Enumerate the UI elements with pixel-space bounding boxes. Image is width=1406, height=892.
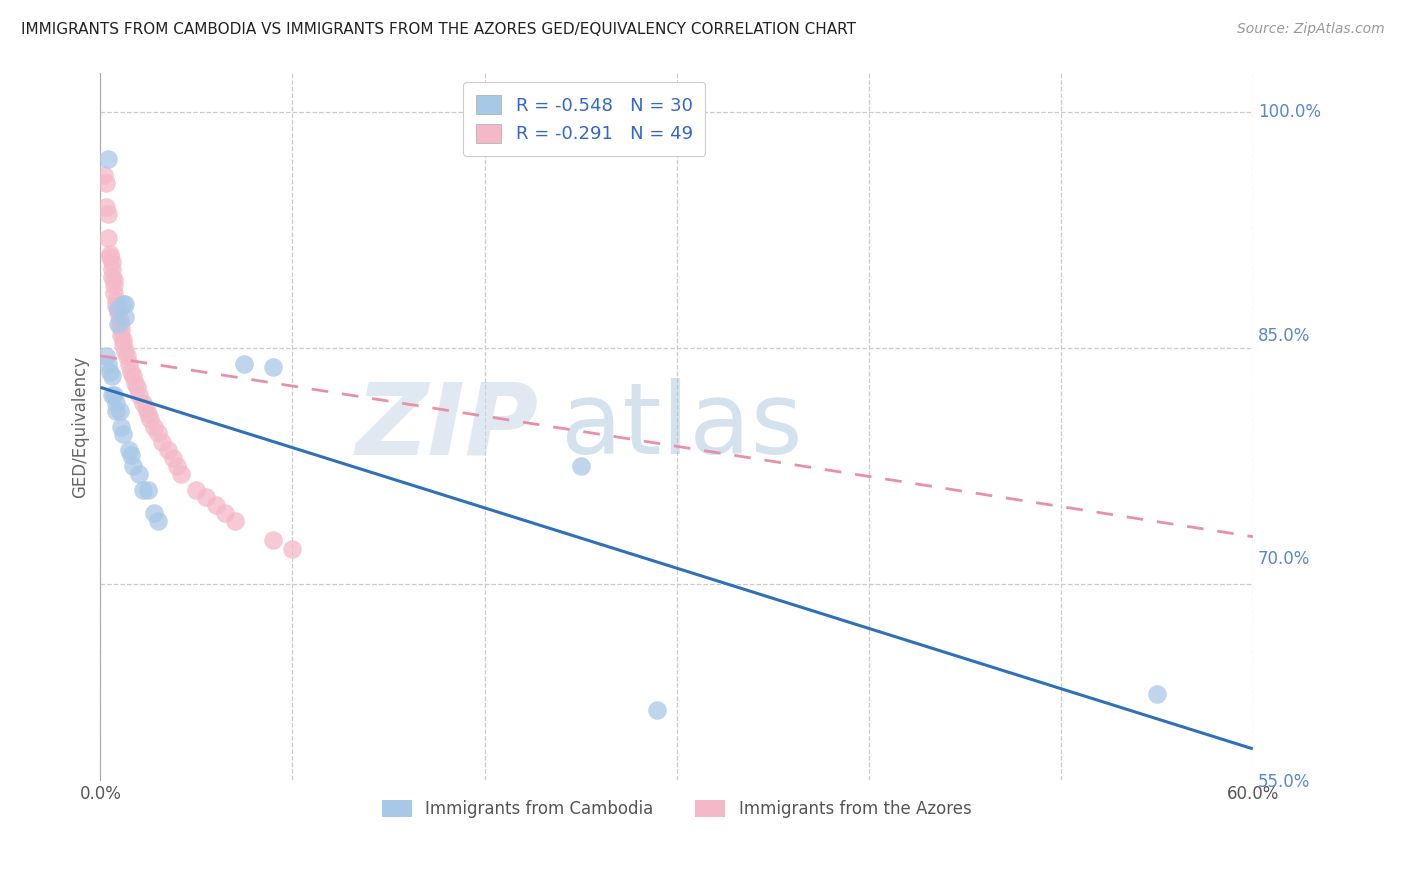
Point [262, 359, 284, 374]
Point [101, 270, 124, 285]
Point [112, 427, 135, 442]
Point [107, 301, 129, 316]
Point [94, 200, 117, 214]
Point [101, 262, 124, 277]
Text: ZIP: ZIP [356, 378, 538, 475]
Point [98, 250, 121, 264]
Point [98, 246, 121, 260]
Point [97, 231, 120, 245]
Point [170, 467, 193, 481]
Point [128, 388, 150, 402]
Point [93, 168, 115, 182]
Point [131, 483, 153, 497]
Point [97, 207, 120, 221]
Point [186, 483, 208, 497]
Y-axis label: GED/Equivalency: GED/Equivalency [72, 356, 89, 498]
Point [647, 702, 669, 716]
Point [128, 467, 150, 481]
Point [97, 153, 120, 167]
Point [104, 404, 127, 418]
Point [124, 376, 146, 390]
Point [107, 318, 129, 332]
Text: IMMIGRANTS FROM CAMBODIA VS IMMIGRANTS FROM THE AZORES GED/EQUIVALENCY CORRELATI: IMMIGRANTS FROM CAMBODIA VS IMMIGRANTS F… [21, 22, 856, 37]
Point [262, 533, 284, 547]
Point [233, 357, 256, 371]
Point [569, 458, 592, 473]
Text: Source: ZipAtlas.com: Source: ZipAtlas.com [1237, 22, 1385, 37]
Point [156, 443, 179, 458]
Point [166, 458, 188, 473]
Point [118, 443, 141, 458]
Point [101, 388, 124, 402]
Point [94, 349, 117, 363]
Point [125, 380, 148, 394]
Point [110, 328, 132, 343]
Point [101, 254, 124, 268]
Point [115, 349, 138, 363]
Point [104, 293, 127, 308]
Point [110, 322, 132, 336]
Point [101, 369, 124, 384]
Point [224, 514, 246, 528]
Point [122, 458, 145, 473]
Point [112, 338, 135, 352]
Point [112, 297, 135, 311]
Point [94, 176, 117, 190]
Point [162, 451, 184, 466]
Point [107, 306, 129, 320]
Legend: Immigrants from Cambodia, Immigrants from the Azores: Immigrants from Cambodia, Immigrants fro… [375, 794, 979, 825]
Point [103, 273, 125, 287]
Point [138, 407, 160, 421]
Point [143, 506, 166, 520]
Point [104, 396, 127, 410]
Point [103, 388, 125, 402]
Text: atlas: atlas [561, 378, 803, 475]
Point [98, 365, 121, 379]
Point [122, 369, 145, 384]
Point [135, 401, 157, 415]
Point [114, 344, 136, 359]
Point [146, 425, 169, 440]
Point [108, 318, 131, 332]
Point [108, 312, 131, 326]
Point [143, 419, 166, 434]
Point [103, 286, 125, 301]
Point [114, 297, 136, 311]
Point [214, 506, 236, 520]
Point [107, 301, 129, 316]
Point [114, 310, 136, 324]
Point [97, 357, 120, 371]
Point [110, 419, 132, 434]
Point [108, 404, 131, 418]
Point [120, 448, 142, 462]
Point [195, 491, 218, 505]
Point [112, 333, 135, 347]
Point [103, 278, 125, 293]
Point [131, 396, 153, 410]
Point [118, 357, 141, 371]
Point [139, 411, 162, 425]
Point [146, 514, 169, 528]
Point [281, 542, 304, 557]
Point [138, 483, 160, 497]
Point [120, 365, 142, 379]
Point [150, 435, 173, 450]
Point [104, 299, 127, 313]
Point [1146, 687, 1168, 701]
Point [204, 498, 226, 512]
